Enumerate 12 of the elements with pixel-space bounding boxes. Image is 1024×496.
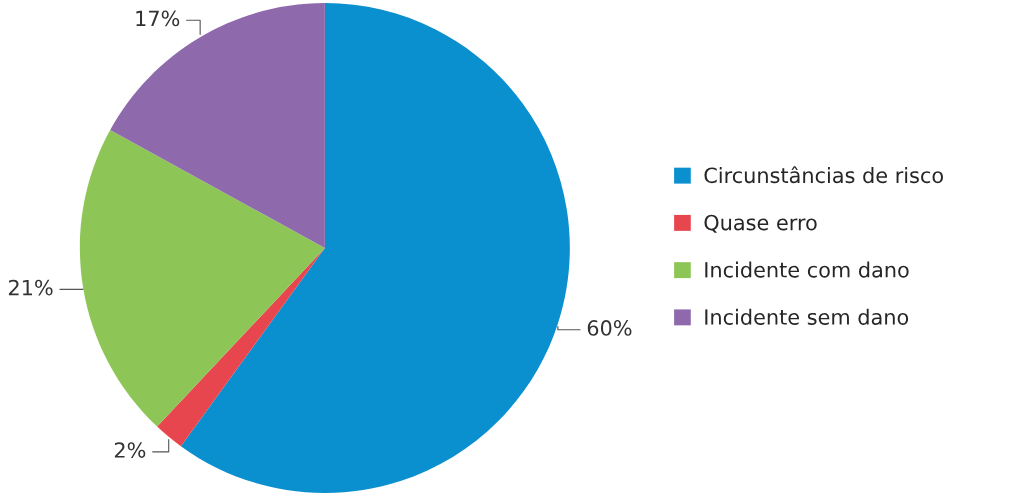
pie-slice xyxy=(180,3,570,493)
pie-slice xyxy=(79,129,325,427)
data-label: 17% xyxy=(136,10,180,27)
legend-label: Circunstâncias de risco xyxy=(704,166,943,184)
pie-slice xyxy=(110,3,325,248)
data-label: 60% xyxy=(587,320,632,336)
legend-label: Quase erro xyxy=(704,214,817,233)
data-label: 2% xyxy=(114,442,146,458)
pie-slice xyxy=(157,248,325,447)
data-label: 21% xyxy=(8,279,53,296)
legend-label: Incidente sem dano xyxy=(705,308,909,325)
legend-label: Incidente com dano xyxy=(705,261,909,278)
